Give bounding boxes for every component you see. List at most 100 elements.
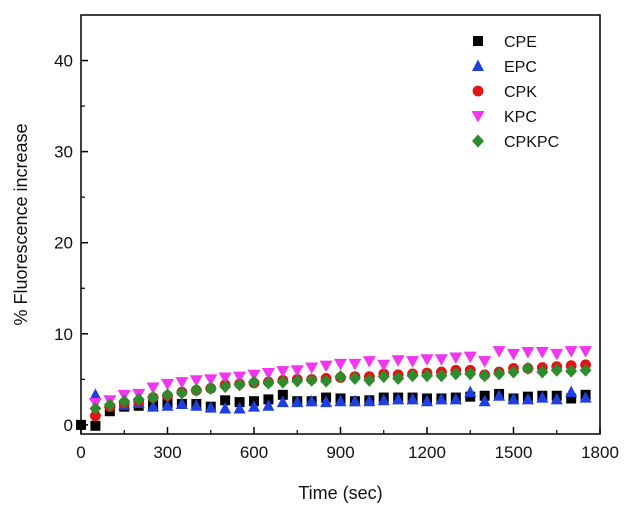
data-point bbox=[478, 369, 491, 383]
data-point bbox=[550, 392, 563, 405]
data-point bbox=[277, 389, 288, 400]
data-point bbox=[363, 373, 376, 387]
legend-item-cpe: CPE bbox=[473, 34, 537, 51]
data-point bbox=[276, 395, 289, 408]
x-tick-label: 0 bbox=[76, 443, 85, 462]
data-point bbox=[175, 386, 188, 400]
data-point bbox=[118, 394, 131, 408]
series-epc bbox=[89, 385, 592, 414]
data-point bbox=[276, 375, 289, 389]
data-point bbox=[320, 395, 333, 408]
data-point bbox=[348, 371, 361, 385]
data-point bbox=[421, 394, 433, 407]
data-point bbox=[521, 347, 535, 359]
data-point bbox=[435, 392, 448, 405]
legend-marker-icon bbox=[471, 111, 485, 123]
data-point bbox=[521, 392, 534, 405]
y-tick-label: 40 bbox=[54, 52, 73, 71]
data-point bbox=[261, 367, 275, 380]
data-point bbox=[189, 375, 203, 387]
data-point bbox=[406, 369, 419, 383]
y-tick-label: 20 bbox=[54, 234, 73, 253]
legend-label: CPK bbox=[504, 84, 537, 101]
data-point bbox=[219, 380, 232, 394]
data-point bbox=[89, 388, 102, 400]
legend-marker-icon bbox=[472, 134, 484, 148]
data-point bbox=[464, 385, 477, 398]
data-point bbox=[291, 395, 304, 408]
data-point bbox=[536, 391, 549, 403]
data-point bbox=[276, 366, 290, 378]
legend-marker-icon bbox=[472, 59, 484, 71]
data-point bbox=[89, 401, 102, 415]
data-point bbox=[362, 356, 376, 368]
y-tick-label: 30 bbox=[54, 143, 73, 162]
data-point bbox=[190, 399, 203, 411]
series-cpkpc bbox=[89, 361, 592, 415]
data-point bbox=[363, 394, 376, 407]
data-point bbox=[478, 356, 492, 368]
data-point bbox=[305, 373, 318, 387]
legend-label: EPC bbox=[504, 59, 537, 76]
x-tick-label: 300 bbox=[153, 443, 181, 462]
legend-item-epc: EPC bbox=[472, 59, 537, 76]
data-point bbox=[90, 410, 101, 422]
data-point bbox=[262, 376, 275, 390]
data-point bbox=[233, 371, 247, 384]
data-point bbox=[434, 354, 448, 366]
legend-label: KPC bbox=[504, 109, 537, 126]
data-point bbox=[204, 381, 217, 395]
y-tick-label: 0 bbox=[64, 416, 73, 435]
data-point bbox=[334, 358, 347, 371]
data-point bbox=[218, 372, 232, 385]
data-point bbox=[334, 394, 347, 407]
data-point bbox=[161, 388, 174, 402]
data-point bbox=[449, 352, 463, 364]
data-point bbox=[435, 369, 448, 383]
data-point bbox=[348, 358, 362, 371]
data-point bbox=[319, 360, 333, 373]
data-point bbox=[320, 374, 333, 388]
data-point bbox=[204, 374, 218, 386]
data-point bbox=[507, 392, 520, 405]
data-point bbox=[190, 383, 203, 397]
data-point bbox=[161, 378, 174, 391]
legend-item-cpkpc: CPKPC bbox=[472, 134, 559, 151]
data-point bbox=[248, 375, 260, 389]
data-point bbox=[421, 369, 433, 383]
data-point bbox=[377, 370, 390, 384]
data-point bbox=[290, 365, 304, 377]
data-point bbox=[305, 362, 319, 375]
data-point bbox=[233, 378, 246, 392]
data-point bbox=[146, 382, 160, 395]
series-kpc bbox=[88, 346, 593, 410]
data-point bbox=[464, 367, 477, 381]
legend-item-cpk: CPK bbox=[472, 84, 537, 101]
data-point bbox=[247, 369, 261, 382]
data-point bbox=[291, 374, 304, 388]
y-tick-label: 10 bbox=[54, 325, 73, 344]
data-point bbox=[248, 400, 260, 412]
x-tick-label: 1800 bbox=[581, 443, 619, 462]
data-point bbox=[377, 359, 391, 372]
axis-ticks: 0 300 600 900 1200 1500 1800 0 10 20 30 40 bbox=[54, 52, 619, 462]
data-point bbox=[521, 361, 534, 375]
legend-marker-icon bbox=[472, 85, 484, 97]
data-point bbox=[377, 393, 390, 406]
data-point bbox=[391, 355, 405, 367]
data-point bbox=[175, 377, 189, 389]
data-point bbox=[90, 420, 101, 431]
data-point bbox=[536, 365, 549, 379]
data-point bbox=[334, 370, 347, 384]
data-point bbox=[550, 363, 563, 377]
data-point bbox=[392, 392, 405, 405]
data-point bbox=[507, 348, 520, 361]
x-tick-label: 600 bbox=[240, 443, 268, 462]
data-point bbox=[175, 397, 188, 409]
data-point bbox=[392, 371, 405, 385]
data-point bbox=[103, 398, 116, 412]
data-point bbox=[132, 392, 145, 406]
data-point bbox=[565, 385, 578, 398]
